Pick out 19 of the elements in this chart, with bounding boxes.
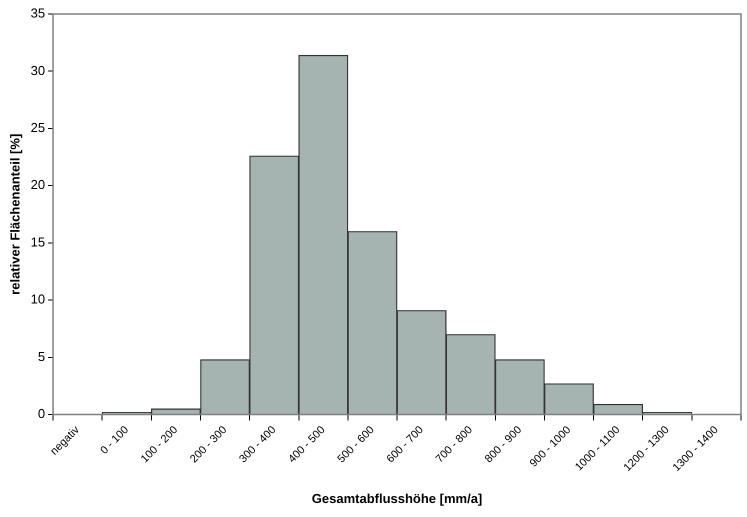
y-tick-label: 15: [30, 234, 46, 250]
y-axis-title: relativer Flächenanteil [%]: [7, 134, 22, 295]
x-tick-label: 100 - 200: [138, 424, 180, 466]
y-tick-label: 25: [30, 120, 46, 136]
x-tick-label: 500 - 600: [335, 424, 377, 466]
y-tick-label: 5: [38, 348, 46, 364]
x-tick-label: 700 - 800: [434, 424, 476, 466]
y-tick-label: 0: [38, 406, 46, 422]
x-tick-label: 0 - 100: [98, 424, 132, 457]
x-tick-label: 800 - 900: [482, 424, 524, 466]
x-tick-label: 600 - 700: [384, 424, 426, 466]
x-axis-title: Gesamtabflusshöhe [mm/a]: [312, 490, 482, 506]
y-tick-label: 20: [30, 177, 46, 192]
x-tick-label: 400 - 500: [286, 424, 328, 466]
y-tick-label: 30: [30, 62, 46, 78]
y-tick-label: 35: [30, 6, 46, 21]
x-tick-label: 300 - 400: [237, 424, 278, 466]
x-tick-label: 200 - 300: [188, 424, 230, 466]
y-tick-label: 10: [30, 292, 46, 307]
